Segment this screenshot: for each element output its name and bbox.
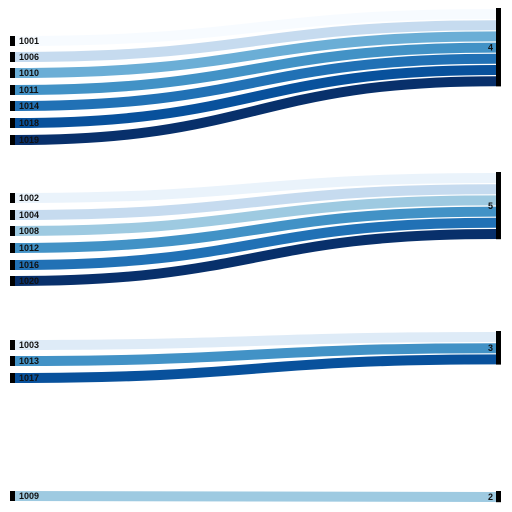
target-node-2: [496, 491, 501, 503]
target-node-4: [496, 8, 501, 87]
link-1017-to-3: [14, 354, 497, 383]
source-node-label: 1010: [19, 68, 39, 78]
source-node-label: 1006: [19, 52, 39, 62]
source-node-label: 1019: [19, 135, 39, 145]
source-node-1019: [10, 135, 15, 145]
source-node-1020: [10, 276, 15, 286]
source-node-label: 1020: [19, 276, 39, 286]
link-1009-to-2: [14, 491, 497, 502]
link-1006-to-4: [14, 20, 497, 62]
link-1008-to-5: [14, 195, 497, 236]
source-node-label: 1017: [19, 373, 39, 383]
link-1011-to-4: [14, 42, 497, 95]
source-node-1003: [10, 340, 15, 350]
source-node-label: 1001: [19, 36, 39, 46]
link-1002-to-5: [14, 173, 497, 203]
source-node-1011: [10, 85, 15, 95]
target-node-5: [496, 172, 501, 240]
source-node-label: 1011: [19, 85, 39, 95]
source-node-label: 1016: [19, 260, 39, 270]
target-node-3: [496, 331, 501, 365]
target-node-label: 3: [488, 343, 493, 353]
link-1014-to-4: [14, 53, 497, 111]
source-node-label: 1014: [19, 101, 39, 111]
source-node-1012: [10, 243, 15, 253]
source-node-1010: [10, 68, 15, 78]
link-1018-to-4: [14, 65, 497, 128]
link-1020-to-5: [14, 229, 497, 286]
target-node-label: 4: [488, 42, 493, 52]
source-node-1002: [10, 193, 15, 203]
link-1010-to-4: [14, 31, 497, 78]
source-node-1018: [10, 118, 15, 128]
source-node-label: 1009: [19, 491, 39, 501]
source-node-label: 1008: [19, 226, 39, 236]
source-node-1004: [10, 210, 15, 220]
source-node-label: 1004: [19, 210, 39, 220]
link-1001-to-4: [14, 9, 497, 46]
source-node-1008: [10, 226, 15, 236]
labels-layer: 1001 1006 1010 1011 1014 1018 1019 1002 1004 1008…: [19, 36, 493, 502]
links-layer: [14, 9, 497, 502]
source-node-1014: [10, 101, 15, 111]
target-node-label: 2: [488, 492, 493, 502]
source-node-1017: [10, 373, 15, 383]
source-node-1013: [10, 356, 15, 366]
source-node-1016: [10, 260, 15, 270]
link-1019-to-4: [14, 76, 497, 145]
source-node-1001: [10, 36, 15, 46]
source-node-1006: [10, 52, 15, 62]
source-node-label: 1018: [19, 118, 39, 128]
source-node-1009: [10, 491, 15, 501]
link-1003-to-3: [14, 332, 497, 350]
link-1012-to-5: [14, 206, 497, 253]
source-node-label: 1013: [19, 356, 39, 366]
source-node-label: 1003: [19, 340, 39, 350]
link-1004-to-5: [14, 184, 497, 220]
nodes-layer: [10, 8, 501, 503]
source-node-label: 1002: [19, 193, 39, 203]
source-node-label: 1012: [19, 243, 39, 253]
link-1013-to-3: [14, 343, 497, 366]
link-1016-to-5: [14, 217, 497, 270]
target-node-label: 5: [488, 201, 493, 211]
